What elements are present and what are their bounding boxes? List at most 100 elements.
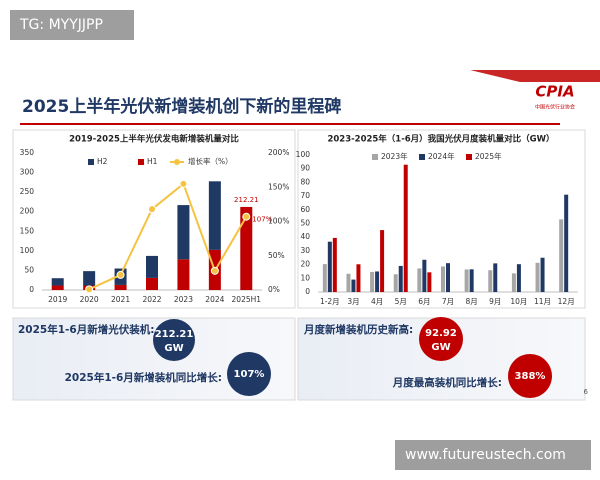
bar: [346, 273, 351, 292]
x-tick-label: 4月: [371, 297, 383, 306]
legend-swatch: [88, 159, 94, 165]
bar: [240, 206, 253, 290]
y-tick-label: 50: [300, 219, 310, 228]
y-tick-label: 100: [20, 246, 35, 255]
y-tick-label: 60: [300, 205, 310, 214]
y-tick-label: 50: [24, 265, 34, 274]
bar: [427, 272, 432, 292]
bar: [564, 194, 569, 292]
legend-label: 2025年: [475, 151, 502, 161]
bar: [83, 271, 96, 286]
line-marker: [242, 212, 251, 221]
bar: [417, 268, 422, 292]
line-marker: [210, 266, 219, 275]
bar: [403, 164, 408, 292]
bar: [327, 241, 332, 292]
legend-label: 2024年: [428, 151, 455, 161]
callout-badge: [508, 354, 552, 398]
callout-label: 月度最高装机同比增长:: [392, 376, 502, 389]
bar: [393, 274, 398, 292]
watermark-text: TG: MYYJJPP: [19, 17, 103, 33]
bar: [370, 271, 375, 292]
chart-title: 2019-2025上半年光伏发电新增装机量对比: [69, 134, 239, 145]
legend-swatch: [138, 159, 144, 165]
callout-badge: [419, 317, 463, 361]
bar: [559, 219, 564, 292]
y2-tick-label: 200%: [268, 148, 289, 157]
chart-title: 2023-2025年（1-6月）我国光伏月度装机量对比（GW）: [327, 134, 554, 145]
bar: [351, 279, 356, 292]
watermark-box: [10, 10, 134, 40]
x-tick-label: 2022: [142, 295, 161, 304]
callout-badge: [153, 319, 195, 361]
line-marker: [179, 179, 188, 188]
bar: [441, 266, 445, 292]
callout-unit: GW: [164, 343, 183, 354]
callout-value: 92.92: [425, 328, 457, 339]
x-tick-label: 2020: [80, 295, 99, 304]
bar: [146, 277, 158, 290]
x-tick-label: 2019: [48, 295, 67, 304]
bar: [177, 259, 190, 290]
legend-label: 2023年: [381, 151, 408, 161]
line: [88, 182, 248, 291]
callout-badge: [227, 352, 271, 396]
logo-text: CPIA: [535, 83, 574, 101]
callout-value: 107%: [234, 369, 265, 380]
x-tick-label: 6月: [418, 297, 430, 306]
x-tick-label: 2021: [111, 295, 130, 304]
slide-title: 2025上半年光伏新增装机创下新的里程碑: [22, 96, 341, 117]
legend-swatch: [174, 159, 180, 165]
y-tick-label: 350: [20, 148, 35, 157]
bar: [322, 264, 327, 292]
bar: [51, 285, 64, 290]
bar: [469, 269, 474, 292]
y-tick-label: 70: [300, 191, 310, 200]
y-tick-label: 250: [20, 187, 35, 196]
legend-label: 增长率（%）: [188, 156, 233, 166]
watermark-text: www.futureustech.com: [405, 447, 566, 463]
y-tick-label: 90: [300, 164, 310, 173]
bar: [464, 269, 469, 292]
slide-accent: [470, 70, 600, 82]
callout-label: 月度新增装机历史新高:: [303, 323, 413, 336]
callout-label: 2025年1-6月新增光伏装机:: [18, 323, 154, 336]
x-tick-label: 7月: [442, 297, 454, 306]
y-tick-label: 80: [300, 177, 310, 186]
y-tick-label: 0: [305, 287, 310, 296]
bar: [516, 264, 521, 292]
bar: [488, 270, 493, 292]
x-tick-label: 3月: [347, 297, 359, 306]
callout-unit: GW: [431, 342, 450, 353]
bar: [146, 255, 158, 278]
legend-label: H1: [147, 157, 158, 166]
line-marker: [116, 270, 125, 279]
bar: [398, 265, 403, 292]
bar: [380, 230, 385, 292]
y-tick-label: 40: [300, 232, 310, 241]
y-tick-label: 200: [20, 207, 35, 216]
data-label: 212.21: [234, 196, 259, 204]
legend-swatch: [372, 154, 378, 160]
legend-label: H2: [97, 157, 108, 166]
line-marker: [85, 285, 94, 294]
line-marker: [148, 205, 156, 214]
y2-tick-label: 50%: [268, 251, 285, 260]
x-tick-label: 5月: [395, 297, 407, 306]
bar: [446, 263, 450, 292]
bar: [493, 263, 498, 292]
data-label: 107%: [252, 216, 272, 224]
x-tick-label: 2024: [205, 295, 224, 304]
bar: [511, 273, 516, 292]
bar: [535, 262, 540, 292]
y-tick-label: 300: [20, 168, 35, 177]
bar: [177, 205, 190, 260]
page-number: 6: [584, 388, 589, 396]
bar: [540, 257, 545, 292]
bar: [208, 181, 221, 250]
logo-subtitle: 中国光伏行业协会: [535, 104, 575, 111]
legend-swatch: [466, 154, 472, 160]
y-tick-label: 30: [300, 246, 310, 255]
